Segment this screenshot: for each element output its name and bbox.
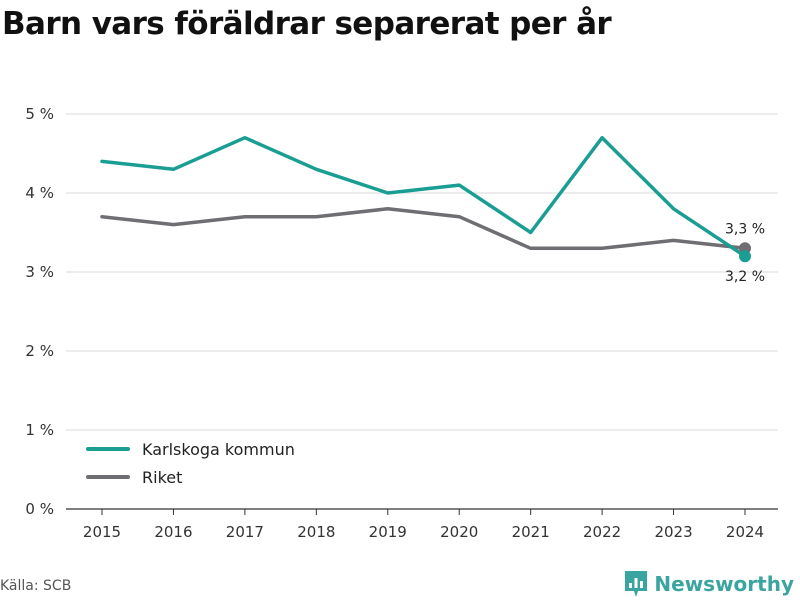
end-data-labels: 3,3 % 3,2 % [725,221,765,285]
end-markers [739,242,751,263]
grid-lines [66,113,778,431]
y-tick-label: 5 % [25,105,54,123]
end-data-label-0: 3,2 % [725,269,765,285]
x-tick-label: 2015 [83,523,121,541]
y-tick-label: 2 % [25,342,54,360]
y-tick-label: 0 % [25,500,54,518]
x-axis [66,508,778,515]
y-tick-label: 1 % [25,421,54,439]
x-tick-label: 2016 [154,523,192,541]
x-tick-label: 2023 [654,523,692,541]
series-line-1 [100,207,747,251]
end-marker-0 [739,250,751,263]
y-tick-label: 4 % [25,184,54,202]
legend-label-0: Karlskoga kommun [142,440,295,459]
newsworthy-logo-icon [625,571,648,597]
x-tick-label: 2019 [369,523,407,541]
x-tick-label: 2017 [226,523,264,541]
series-line-0 [100,135,747,258]
x-tick-label: 2020 [440,523,478,541]
series-lines [100,135,747,258]
x-axis-tick-labels: 2015 2016 2017 2018 2019 2020 2021 2022 2023 2024 [83,523,764,541]
legend: Karlskoga kommun Riket [86,440,295,487]
legend-label-1: Riket [142,468,182,487]
x-tick-label: 2021 [512,523,550,541]
source-note: Källa: SCB [0,578,72,594]
x-tick-label: 2018 [297,523,335,541]
brand-name: Newsworthy [654,572,794,596]
y-axis-tick-labels: 0 % 1 % 2 % 3 % 4 % 5 % [25,105,54,518]
x-tick-label: 2024 [726,523,764,541]
y-tick-label: 3 % [25,263,54,281]
brand-logo: Newsworthy [624,570,794,598]
chart-title: Barn vars föräldrar separerat per år [2,6,612,42]
end-data-label-1: 3,3 % [725,221,765,237]
x-tick-label: 2022 [583,523,621,541]
